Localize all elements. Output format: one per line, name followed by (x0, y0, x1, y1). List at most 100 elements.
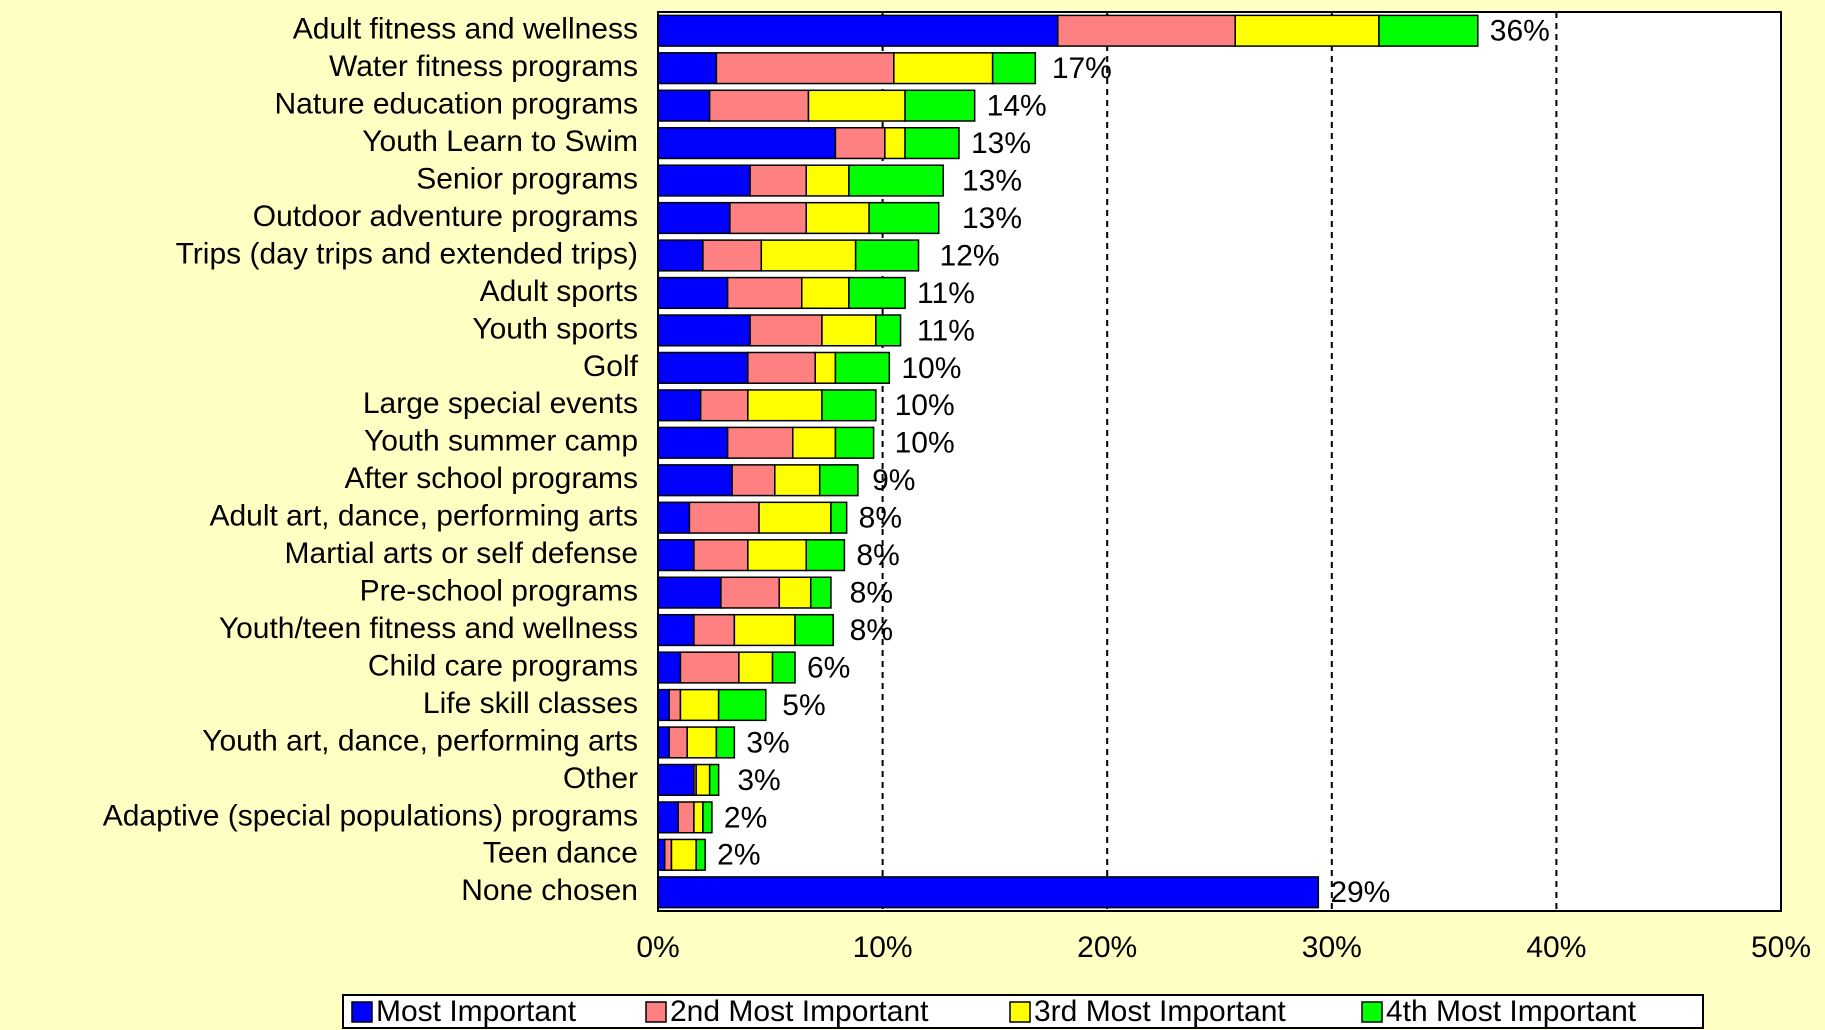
bar-segment (893, 52, 994, 85)
bar-segment (715, 726, 736, 759)
total-label: 8% (850, 614, 893, 647)
y-tick-label: Youth Learn to Swim (362, 125, 638, 158)
bar-segment (657, 426, 729, 459)
total-label: 17% (1052, 52, 1112, 85)
bar-segment (1234, 14, 1380, 47)
bar-segment (760, 239, 857, 272)
bar-segment (702, 239, 763, 272)
legend-swatch (1009, 1001, 1031, 1023)
total-label: 11% (917, 314, 975, 347)
y-tick-label: Adult sports (480, 275, 638, 308)
y-tick-label: Nature education programs (274, 88, 638, 121)
legend-swatch (1361, 1001, 1383, 1023)
bar-segment (657, 314, 751, 347)
x-tick-label: 40% (1526, 931, 1586, 964)
bar-segment (717, 688, 767, 722)
legend-label: 2nd Most Important (670, 995, 929, 1028)
x-tick-label: 10% (853, 931, 913, 964)
bar-segment (738, 651, 774, 684)
bar-segment (747, 539, 807, 572)
bar-segment (686, 726, 718, 759)
bar-segment (854, 239, 920, 272)
y-tick-label: Life skill classes (423, 687, 638, 720)
bar-segment (657, 651, 682, 684)
bar-segment (848, 276, 906, 310)
bar-segment (1057, 14, 1236, 47)
bar-segment (726, 276, 803, 310)
bar-segment (818, 464, 859, 497)
plot-area (658, 12, 1781, 911)
bar-segment (670, 838, 697, 871)
bar-segment (868, 201, 940, 235)
total-label: 11% (917, 277, 975, 310)
total-label: 13% (971, 127, 1031, 160)
y-tick-label: Other (563, 762, 638, 795)
bar-segment (657, 351, 749, 384)
bar-segment (699, 389, 749, 422)
x-tick-label: 0% (636, 931, 679, 964)
bar-segment (695, 763, 711, 797)
bar-segment (708, 89, 810, 122)
total-label: 5% (782, 689, 825, 722)
bar-segment (792, 426, 837, 459)
bar-segment (657, 876, 1320, 909)
bar-segment (657, 201, 731, 235)
y-tick-label: Youth sports (472, 312, 638, 345)
bar-segment (720, 576, 781, 609)
bar-segment (834, 126, 886, 160)
bar-segment (1378, 14, 1479, 47)
bar-segment (800, 276, 850, 310)
bar-segment (747, 351, 816, 384)
bar-segment (657, 126, 837, 160)
bar-segment (991, 52, 1037, 85)
bar-segment (657, 14, 1059, 47)
total-label: 13% (962, 202, 1022, 235)
total-label: 36% (1490, 15, 1550, 48)
bar-segment (904, 126, 960, 160)
bar-segment (821, 314, 877, 347)
bar-segment (693, 539, 749, 572)
bar-segment (657, 763, 695, 797)
total-label: 10% (901, 352, 961, 385)
bar-segment (657, 89, 711, 122)
legend-swatch (351, 1001, 373, 1023)
y-tick-label: Youth/teen fitness and wellness (219, 612, 638, 645)
bar-segment (657, 613, 695, 647)
y-tick-label: Adult art, dance, performing arts (209, 500, 638, 533)
bar-segment (726, 426, 794, 459)
bar-segment (657, 276, 729, 310)
bar-segment (821, 389, 877, 422)
bar-segment (794, 613, 834, 647)
x-tick-label: 20% (1077, 931, 1137, 964)
y-tick-label: Child care programs (368, 649, 638, 682)
x-tick-label: 50% (1751, 931, 1811, 964)
bar-segment (807, 89, 906, 122)
bar-segment (814, 351, 837, 384)
total-label: 8% (859, 502, 902, 535)
total-label: 29% (1330, 876, 1390, 909)
y-tick-label: Adaptive (special populations) programs (103, 799, 638, 832)
bar-segment (758, 501, 832, 534)
bar-segment (657, 164, 751, 197)
bar-segment (663, 838, 673, 871)
y-tick-label: Adult fitness and wellness (293, 13, 638, 46)
y-tick-label: Pre-school programs (360, 575, 638, 608)
x-tick-label: 30% (1302, 931, 1362, 964)
bar-segment (733, 613, 796, 647)
bar-segment (875, 314, 902, 347)
bar-segment (834, 426, 875, 459)
y-tick-label: Youth summer camp (364, 425, 638, 458)
legend-label: 3rd Most Important (1034, 995, 1286, 1028)
plot-frame (657, 11, 1782, 912)
bar-segment (809, 576, 832, 609)
bar-segment (749, 314, 823, 347)
total-label: 10% (895, 427, 955, 460)
total-label: 13% (962, 164, 1022, 197)
bar-segment (657, 801, 679, 834)
bar-segment (729, 201, 807, 235)
y-tick-label: Senior programs (416, 162, 638, 195)
bar-segment (695, 838, 706, 871)
total-label: 2% (717, 839, 760, 872)
legend-label: Most Important (376, 995, 577, 1028)
